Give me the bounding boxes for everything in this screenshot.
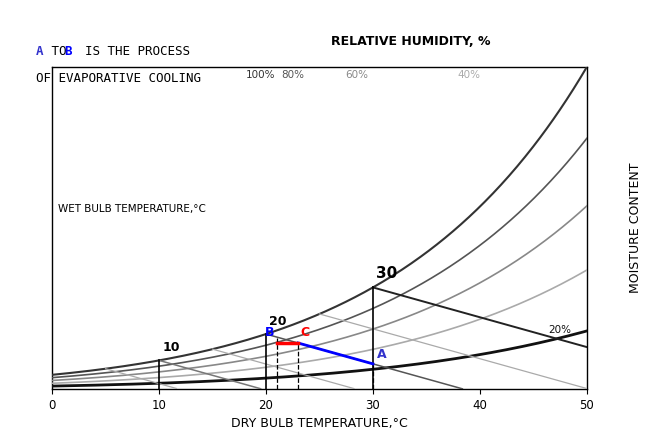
Text: WET BULB TEMPERATURE,°C: WET BULB TEMPERATURE,°C: [57, 204, 205, 214]
Text: B: B: [265, 326, 274, 339]
Text: B: B: [64, 45, 72, 58]
Text: 20: 20: [269, 315, 287, 328]
Text: TO: TO: [44, 45, 74, 58]
Text: 40%: 40%: [458, 70, 481, 80]
Text: 20%: 20%: [548, 325, 572, 335]
Text: RELATIVE HUMIDITY, %: RELATIVE HUMIDITY, %: [331, 35, 490, 48]
Text: 30: 30: [376, 266, 398, 281]
Text: 60%: 60%: [346, 70, 368, 80]
Text: A: A: [36, 45, 44, 58]
Text: 100%: 100%: [246, 70, 275, 80]
Text: C: C: [300, 326, 309, 339]
Text: OF EVAPORATIVE COOLING: OF EVAPORATIVE COOLING: [36, 72, 201, 84]
Text: MOISTURE CONTENT: MOISTURE CONTENT: [629, 163, 642, 293]
Text: 10: 10: [162, 341, 180, 354]
Text: IS THE PROCESS: IS THE PROCESS: [70, 45, 190, 58]
Text: A: A: [378, 348, 387, 361]
Text: 80%: 80%: [281, 70, 304, 80]
X-axis label: DRY BULB TEMPERATURE,°C: DRY BULB TEMPERATURE,°C: [231, 417, 408, 430]
